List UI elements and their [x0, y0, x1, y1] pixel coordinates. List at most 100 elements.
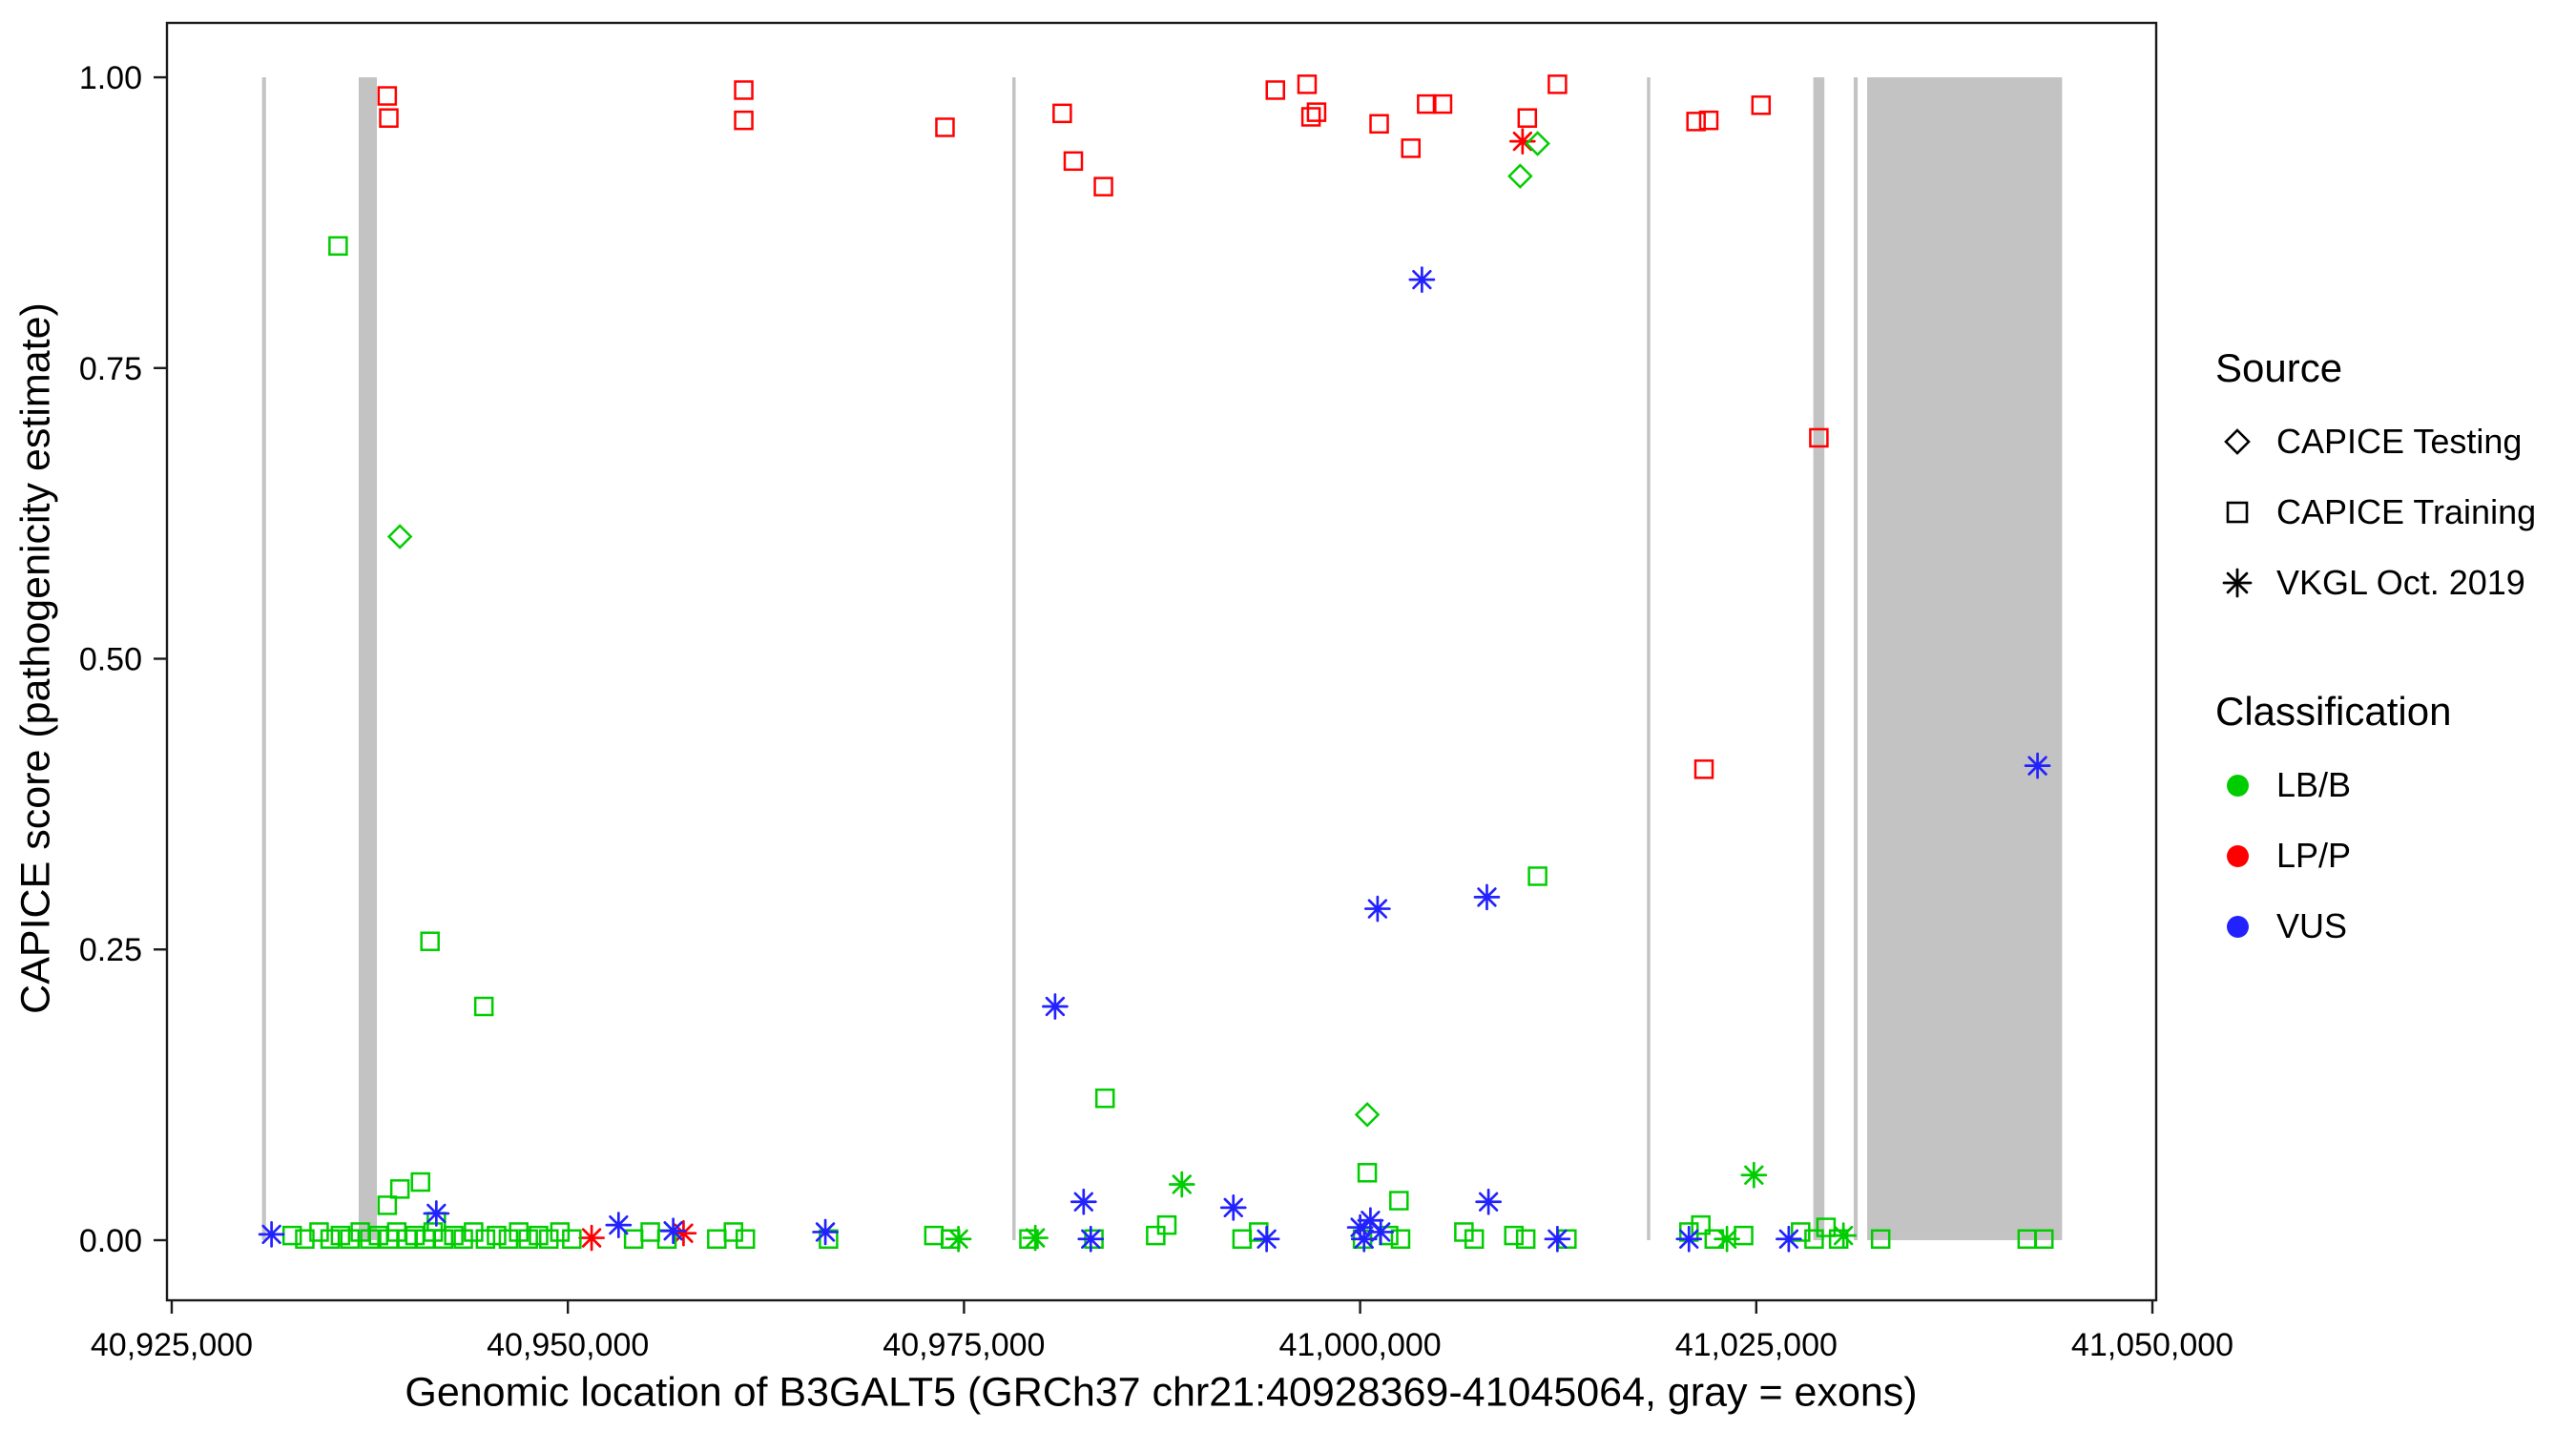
data-point-square	[475, 1229, 496, 1250]
x-axis-title: Genomic location of B3GALT5 (GRCh37 chr2…	[405, 1369, 1918, 1416]
data-point-square	[1357, 1163, 1378, 1183]
data-point-square	[640, 1222, 660, 1242]
panel-border	[165, 21, 2158, 1302]
legend-item-capice-training: CAPICE Training	[2215, 477, 2536, 548]
data-point-square	[328, 236, 348, 257]
data-point-square	[1698, 110, 1719, 131]
data-point-square	[420, 931, 440, 951]
data-point-square	[1094, 1089, 1115, 1109]
data-point-asterisk	[258, 1221, 285, 1248]
diamond-icon	[2215, 420, 2259, 464]
data-point-asterisk	[1776, 1225, 1802, 1253]
data-point-square	[1063, 151, 1084, 172]
data-point-square	[1454, 1222, 1474, 1242]
x-tick-label: 41,000,000	[1279, 1327, 1442, 1363]
data-point-asterisk	[578, 1224, 605, 1252]
data-point-asterisk	[1070, 1188, 1097, 1215]
data-point-square	[453, 1229, 473, 1250]
data-point-square	[550, 1222, 571, 1242]
data-point-square	[539, 1229, 559, 1250]
data-point-asterisk	[1408, 266, 1436, 293]
legend-item-label: CAPICE Training	[2276, 492, 2537, 531]
data-point-square	[1390, 1229, 1411, 1250]
data-point-asterisk	[1675, 1225, 1703, 1253]
y-tick-label: 0.50	[79, 642, 142, 678]
data-point-square	[1517, 108, 1538, 128]
data-point-square	[1734, 1225, 1754, 1246]
data-point-asterisk	[1219, 1194, 1247, 1221]
legend-classification-title: Classification	[2215, 689, 2452, 734]
data-point-square	[320, 1229, 341, 1250]
data-point-asterisk	[1168, 1171, 1195, 1198]
data-point-square	[529, 1225, 549, 1246]
exon-region	[1813, 77, 1825, 1240]
data-point-diamond	[386, 524, 413, 550]
legend-item-capice-testing: CAPICE Testing	[2215, 406, 2536, 477]
data-point-square	[1389, 1191, 1409, 1211]
data-point-square	[1686, 112, 1706, 132]
data-point-square	[379, 108, 399, 128]
data-point-square	[1504, 1225, 1524, 1246]
data-point-square	[735, 1229, 756, 1250]
y-tick-label: 1.00	[79, 60, 142, 96]
data-point-square	[1232, 1229, 1253, 1250]
data-point-square	[1791, 1222, 1811, 1242]
y-tick-label: 0.75	[79, 351, 142, 387]
data-point-square	[1751, 95, 1772, 115]
data-point-square	[389, 1179, 410, 1199]
data-point-asterisk	[1830, 1222, 1858, 1249]
data-point-asterisk	[2024, 752, 2051, 779]
data-point-square	[562, 1229, 582, 1250]
data-point-asterisk	[1740, 1161, 1768, 1189]
legend-item-label: LP/P	[2276, 836, 2352, 875]
legend-item-lbb: LB/B	[2215, 750, 2451, 820]
data-point-square	[1804, 1229, 1824, 1250]
data-point-square	[410, 1172, 430, 1192]
exon-region	[1867, 77, 2063, 1240]
square-icon	[2215, 490, 2259, 534]
data-point-square	[433, 1229, 454, 1250]
data-point-square	[1870, 1229, 1891, 1250]
x-tick-label: 41,025,000	[1675, 1327, 1838, 1363]
exon-region	[1647, 77, 1651, 1240]
x-tick-label: 40,975,000	[883, 1327, 1045, 1363]
data-point-square	[295, 1229, 315, 1250]
data-point-square	[377, 86, 398, 106]
data-point-asterisk	[1544, 1225, 1571, 1253]
data-point-square	[734, 80, 754, 100]
data-point-square	[498, 1229, 519, 1250]
lbb-color-dot-icon	[2215, 763, 2259, 807]
data-point-square	[464, 1222, 484, 1242]
legend-source: Source CAPICE Testing CAPICE Training	[2215, 345, 2536, 618]
data-point-asterisk	[605, 1212, 633, 1238]
data-point-square	[473, 996, 494, 1017]
data-point-diamond	[1354, 1102, 1381, 1128]
data-points	[258, 74, 2054, 1253]
data-point-square	[935, 117, 955, 137]
legend-classification: Classification LB/B LP/P VUS	[2215, 689, 2451, 962]
x-tick-label: 40,925,000	[91, 1327, 253, 1363]
data-point-square	[1515, 1229, 1536, 1250]
x-tick-label: 40,950,000	[487, 1327, 649, 1363]
data-point-square	[1691, 1214, 1711, 1235]
data-point-square	[1093, 176, 1113, 197]
y-axis-title: CAPICE score (pathogenicity estimate)	[12, 302, 59, 1014]
data-point-square	[1265, 80, 1285, 100]
data-point-asterisk	[1367, 1218, 1395, 1246]
data-point-square	[1146, 1225, 1166, 1246]
data-point-square	[1527, 866, 1548, 886]
data-point-square	[1548, 74, 1568, 94]
exon-region	[1012, 77, 1016, 1240]
data-point-square	[1156, 1214, 1177, 1235]
legend-item-label: LB/B	[2276, 765, 2352, 804]
data-point-asterisk	[1475, 1188, 1502, 1215]
exon-region	[1853, 77, 1859, 1240]
data-point-square	[707, 1229, 727, 1250]
data-point-asterisk	[1364, 895, 1391, 923]
data-point-square	[1297, 74, 1318, 94]
data-point-square	[924, 1225, 945, 1246]
data-point-square	[1369, 114, 1389, 135]
data-point-square	[1300, 107, 1321, 127]
data-point-square	[1306, 102, 1327, 122]
